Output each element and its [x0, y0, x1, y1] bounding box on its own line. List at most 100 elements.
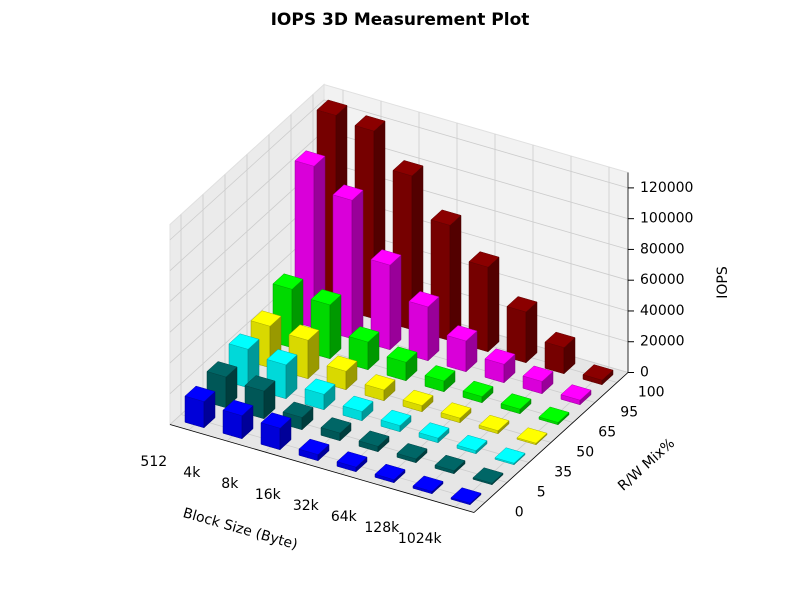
bar-top	[450, 487, 482, 504]
bar-top	[538, 406, 570, 423]
bar-side	[351, 189, 364, 340]
bar-top	[370, 249, 402, 266]
bar	[456, 434, 488, 455]
bar	[468, 251, 500, 353]
bar	[544, 331, 576, 375]
z-tick-label: 80000	[640, 241, 685, 257]
bar	[370, 249, 402, 351]
x-tick-label: 64k	[331, 509, 358, 525]
bar-top	[316, 99, 348, 116]
bar	[450, 487, 482, 506]
bar-top	[364, 374, 396, 391]
bar	[260, 412, 292, 451]
bar	[412, 475, 444, 495]
bar-top	[272, 273, 304, 290]
bar-top	[320, 417, 352, 434]
bar	[538, 406, 570, 426]
bar-top	[446, 325, 478, 342]
bar-top	[484, 348, 516, 365]
bar	[386, 346, 418, 382]
bar-top	[282, 401, 314, 418]
z-tick-label: 100000	[640, 211, 693, 227]
bar-top	[310, 289, 342, 306]
bar	[358, 430, 390, 453]
bar-top	[462, 380, 494, 397]
z-tick-label: 60000	[640, 272, 685, 288]
bar-top	[354, 115, 386, 132]
bar	[478, 414, 510, 435]
bar	[472, 467, 504, 486]
bar-top	[358, 430, 390, 447]
bar	[494, 447, 526, 466]
bar	[320, 417, 352, 442]
x-tick-label: 32k	[293, 498, 320, 514]
bar-top	[222, 399, 254, 416]
bar	[380, 409, 412, 433]
bar-side	[389, 254, 402, 351]
z-tick-label: 120000	[640, 180, 693, 196]
bar-top	[560, 384, 592, 401]
bar-top	[506, 296, 538, 313]
bar-top	[408, 291, 440, 308]
bar	[298, 438, 330, 462]
y-tick-label: 65	[598, 424, 616, 440]
grid-line	[169, 99, 325, 241]
bar-top	[516, 427, 548, 444]
bar-top	[392, 160, 424, 177]
x-tick-label: 1024k	[398, 531, 443, 547]
bar	[418, 422, 450, 444]
bar-top	[228, 333, 260, 350]
bar-top	[342, 395, 374, 412]
bar	[560, 384, 592, 406]
bar	[272, 273, 304, 349]
bar-top	[374, 463, 406, 480]
bar	[282, 401, 314, 431]
y-tick-label: 0	[515, 504, 524, 520]
bar	[402, 389, 434, 413]
bar-top	[380, 409, 412, 426]
chart-title: IOPS 3D Measurement Plot	[271, 10, 530, 30]
bar	[506, 296, 538, 364]
bar	[342, 395, 374, 422]
bar-top	[396, 443, 428, 460]
bar	[184, 385, 216, 429]
bar-top	[456, 434, 488, 451]
bar-top	[430, 209, 462, 226]
axis-line	[473, 372, 629, 513]
bar-side	[427, 296, 440, 362]
bar-top	[468, 251, 500, 268]
y-tick-label: 35	[554, 464, 572, 480]
bar	[582, 364, 614, 386]
bar-top	[260, 412, 292, 429]
y-axis-label: R/W Mix%	[615, 435, 678, 494]
bar-top	[288, 324, 320, 341]
bar	[364, 374, 396, 402]
bar-side	[329, 294, 342, 360]
bar	[374, 463, 406, 484]
bar-top	[266, 349, 298, 366]
bar-top	[472, 467, 504, 484]
bar-top	[298, 438, 330, 455]
bar-top	[418, 422, 450, 439]
bar	[424, 365, 456, 393]
z-tick-label: 20000	[640, 334, 685, 350]
bar-top	[348, 326, 380, 343]
bar	[516, 427, 548, 446]
bar-top	[336, 451, 368, 468]
axis-line	[169, 424, 475, 513]
bar-top	[184, 385, 216, 402]
y-tick-label: 50	[576, 444, 594, 460]
bar-top	[304, 378, 336, 395]
x-axis-label: Block Size (Byte)	[181, 505, 299, 553]
bar	[500, 393, 532, 415]
bar-top	[434, 454, 466, 471]
bar	[222, 399, 254, 440]
bar-top	[332, 184, 364, 201]
bar-top	[494, 447, 526, 464]
bar-top	[244, 375, 276, 392]
bar	[326, 355, 358, 391]
bar-side	[525, 301, 538, 364]
bar	[396, 443, 428, 464]
bar-top	[250, 310, 282, 327]
